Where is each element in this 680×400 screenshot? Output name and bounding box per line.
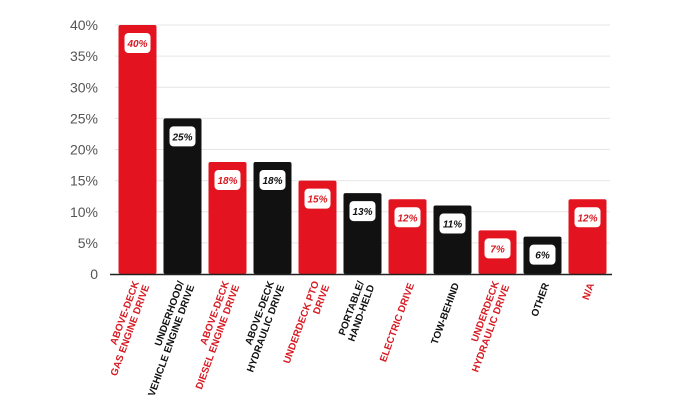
x-tick-label-line: N/A: [581, 282, 597, 302]
x-tick-label: PORTABLE/HAND-HELD: [336, 280, 377, 344]
y-tick-label: 25%: [70, 110, 98, 126]
data-label: 12%: [577, 213, 597, 224]
data-label: 12%: [397, 213, 417, 224]
value-badge: [304, 188, 331, 209]
data-label: 13%: [352, 207, 372, 218]
data-label: 6%: [535, 251, 550, 262]
x-tick-label-line: OTHER: [530, 281, 553, 318]
y-tick-label: 30%: [70, 79, 98, 95]
bar-group: 25%: [163, 118, 202, 274]
value-badge: [259, 169, 286, 190]
data-label: 18%: [217, 176, 237, 187]
y-tick-label: 40%: [70, 17, 98, 33]
bar-group: 40%: [118, 25, 157, 274]
x-tick-label: TOW-BEHIND: [430, 282, 462, 346]
value-badge: [574, 207, 601, 228]
value-badge: [349, 201, 376, 222]
y-tick-label: 20%: [70, 142, 98, 158]
y-tick-label: 35%: [70, 48, 98, 64]
x-tick-label-line: ELECTRIC DRIVE: [378, 281, 417, 363]
y-tick-label: 10%: [70, 204, 98, 220]
data-label: 15%: [307, 195, 327, 206]
x-tick-label: UNDERDECK PTODRIVE: [282, 279, 333, 369]
x-tick-label: N/A: [581, 282, 597, 302]
value-badge: [394, 207, 421, 228]
bars: 40% 25% 18% 18% 15% 13% 12% 11% 7% 6% 12%: [118, 25, 607, 274]
value-badge: [124, 33, 151, 53]
bar: [163, 118, 202, 274]
x-tick-label: UNDERDECKHYDRAULIC DRIVE: [460, 279, 512, 374]
value-badge: [529, 244, 556, 265]
bar-group: 12%: [388, 199, 427, 274]
x-tick-label: ABOVE-DECKHYDRAULIC DRIVE: [235, 279, 287, 374]
x-axis-category-labels: ABOVE-DECKGAS ENGINE DRIVE UNDERHOOD/VEHI…: [99, 279, 598, 398]
bar-group: 18%: [253, 161, 292, 274]
bar: [118, 25, 157, 274]
y-tick-label: 5%: [78, 235, 98, 251]
bar-group: 6%: [523, 236, 562, 274]
x-tick-label: ELECTRIC DRIVE: [378, 281, 417, 363]
bar-group: 15%: [298, 180, 337, 274]
bar-group: 12%: [568, 199, 607, 274]
value-badge: [439, 213, 466, 234]
y-tick-label: 15%: [70, 173, 98, 189]
data-label: 11%: [443, 220, 462, 231]
y-axis-ticks: 0 5% 10% 15% 20% 25% 30% 35% 40%: [70, 17, 98, 282]
data-label: 40%: [126, 39, 147, 50]
value-badge: [169, 126, 196, 147]
data-label: 25%: [171, 132, 192, 143]
bar-group: 7%: [478, 230, 517, 274]
x-tick-label-line: UNDERDECK PTO: [282, 280, 322, 366]
bar-group: 18%: [208, 161, 247, 274]
y-tick-label: 0: [90, 266, 98, 282]
value-badge: [214, 169, 241, 190]
x-tick-label-line: TOW-BEHIND: [430, 282, 462, 346]
bar: [208, 161, 247, 274]
bar-group: 11%: [433, 205, 472, 274]
data-label: 7%: [490, 244, 505, 255]
value-badge: [484, 238, 511, 259]
data-label: 18%: [262, 176, 282, 187]
x-tick-label: OTHER: [530, 281, 553, 318]
x-tick-label: ABOVE-DECKGAS ENGINE DRIVE: [99, 279, 153, 378]
bar-group: 13%: [343, 193, 382, 274]
bar: [253, 161, 292, 274]
